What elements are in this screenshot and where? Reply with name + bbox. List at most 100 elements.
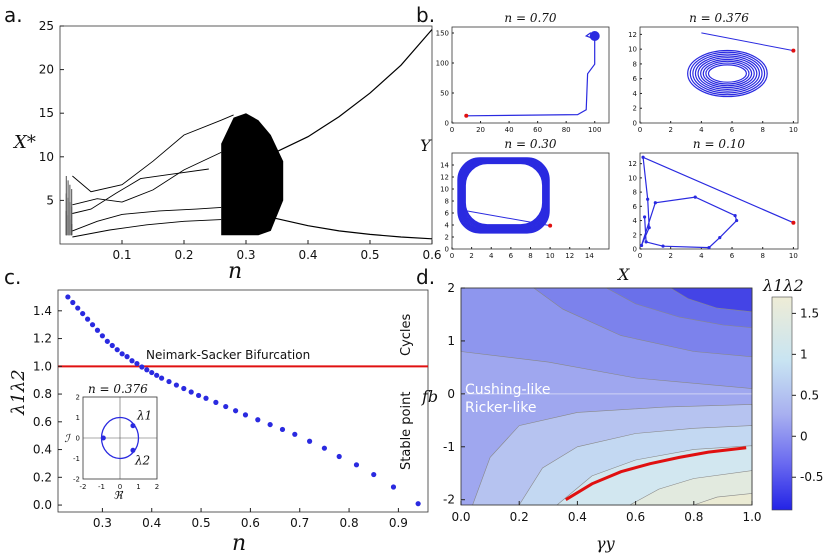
x-tick-label: 0.3: [93, 516, 112, 530]
panel-letter-d: d.: [416, 265, 435, 289]
data-point: [292, 431, 298, 437]
lambda2-label: λ2: [134, 453, 150, 467]
data-point: [321, 445, 327, 451]
annotation-stable-point: Stable point: [399, 392, 414, 470]
colorbar-tick-label: -0.5: [800, 470, 823, 484]
x-tick-label: 20: [476, 126, 485, 134]
start-point: [791, 48, 796, 53]
panel-c-xlabel: n: [232, 531, 246, 556]
data-point: [144, 367, 150, 373]
y-tick-label: 0.4: [33, 443, 52, 457]
y-tick-label: 2: [447, 281, 455, 295]
period-branch-line: [72, 206, 222, 232]
data-point: [109, 342, 115, 349]
limit-cycle-ring: [707, 64, 747, 83]
limit-cycle-ring: [463, 162, 545, 227]
period-branch-line: [72, 219, 222, 238]
data-point: [149, 369, 155, 376]
y-tick-label: 0.2: [33, 470, 52, 484]
limit-cycle-ring: [461, 160, 547, 230]
data-point: [267, 421, 273, 428]
data-point: [75, 305, 81, 311]
limit-cycle-ring: [694, 55, 760, 92]
panel-c-inset: n = 0.376 -2-2 -1 -1 0 0 1 1 2 2 λ1 λ2 ℜ ℐ: [64, 382, 159, 502]
eigenvalue-point: [130, 447, 136, 453]
limit-cycle-ring: [702, 60, 753, 87]
y-tick-label: 12: [628, 31, 637, 39]
data-point: [65, 294, 71, 300]
data-point: [124, 354, 130, 360]
x-tick-label: 6: [730, 126, 735, 134]
trajectory-point: [693, 195, 697, 199]
phase-subplot: n = 0.10 0 2 4 6 8 10 0 2 4 6 8 10 12: [628, 137, 799, 260]
panel-d-heatmap: 0.0 0.2 0.4 0.6 0.8 1.0 -2 -1 0 1 2 γy fb Cycles S…: [399, 276, 823, 553]
y-tick-label: 8: [445, 198, 449, 206]
x-tick-label: 0.5: [360, 248, 379, 262]
data-point: [85, 316, 91, 322]
subplot-title: n = 0.70: [504, 11, 556, 25]
subplot-title: n = 0.376: [689, 11, 749, 25]
x-tick-label: 8: [760, 126, 764, 134]
x-tick-label: 0.2: [174, 248, 193, 262]
y-tick-label: 25: [39, 19, 54, 33]
x-tick-label: 4: [699, 252, 704, 260]
y-tick-label: 15: [39, 106, 54, 120]
trajectory-point: [653, 201, 657, 205]
x-tick-label: 0.6: [626, 510, 645, 524]
inset-title: n = 0.376: [88, 382, 148, 396]
inset-ylabel: ℐ: [64, 432, 71, 445]
limit-cycle-ring: [692, 53, 763, 94]
x-tick-label: 0.0: [451, 510, 470, 524]
period-branch-line: [72, 151, 222, 206]
panel-a-bifurcation: 0.1 0.2 0.3 0.4 0.5 0.6 5 10 15 20 25 X* n: [12, 19, 442, 284]
x-tick-label: 0.5: [192, 516, 211, 530]
data-point: [336, 453, 342, 460]
x-tick-label: 0.6: [422, 248, 441, 262]
data-point: [203, 395, 209, 401]
data-point: [181, 385, 187, 392]
data-point: [70, 299, 76, 306]
y-tick-label: 6: [633, 75, 638, 83]
colorbar: [771, 296, 793, 511]
data-point: [89, 322, 96, 328]
annotation-cushing-like: Cushing-like: [465, 382, 551, 398]
start-point: [464, 113, 469, 118]
x-tick-label: 10: [789, 252, 798, 260]
x-tick-label: 0.6: [241, 516, 260, 530]
y-tick-label: 2: [633, 105, 637, 113]
inset-y-tick-label: 0: [76, 435, 80, 443]
x-tick-label: 2: [668, 252, 672, 260]
y-tick-label: 0: [633, 246, 637, 254]
limit-cycle-ring: [462, 161, 545, 228]
data-point: [119, 351, 125, 357]
panel-b-ylabel: Y: [420, 136, 432, 155]
limit-cycle-ring: [687, 49, 768, 98]
inset-y-tick-label: 1: [76, 414, 80, 422]
y-tick-label: 0: [445, 246, 449, 254]
x-tick-label: 4: [699, 126, 704, 134]
y-tick-label: 1: [447, 334, 455, 348]
x-tick-label: 0.9: [389, 516, 408, 530]
limit-cycle-ring: [697, 57, 758, 90]
y-tick-label: 100: [436, 60, 449, 68]
inset-x-tick-label: -2: [80, 483, 87, 491]
trajectory-point: [707, 245, 711, 250]
x-tick-label: 1.0: [742, 510, 761, 524]
x-tick-label: 8: [760, 252, 764, 260]
x-tick-label: 6: [730, 252, 735, 260]
panel-b-xlabel: X: [616, 265, 630, 284]
trajectory-point: [644, 240, 648, 244]
colorbar-title: λ1λ2: [762, 276, 804, 295]
x-tick-label: 2: [469, 252, 473, 260]
subplot-title: n = 0.10: [693, 137, 745, 151]
panel-d-ylabel: fb: [421, 387, 438, 406]
y-tick-label: 0.6: [33, 415, 52, 429]
subplot-title: n = 0.30: [504, 137, 556, 151]
eigenvalue-point: [130, 423, 136, 429]
y-tick-label: 12: [628, 160, 637, 168]
x-tick-label: 0.7: [290, 516, 309, 530]
lambda1-label: λ1: [136, 409, 152, 423]
x-tick-label: 0.4: [298, 248, 317, 262]
inset-x-tick-label: -1: [98, 483, 105, 491]
